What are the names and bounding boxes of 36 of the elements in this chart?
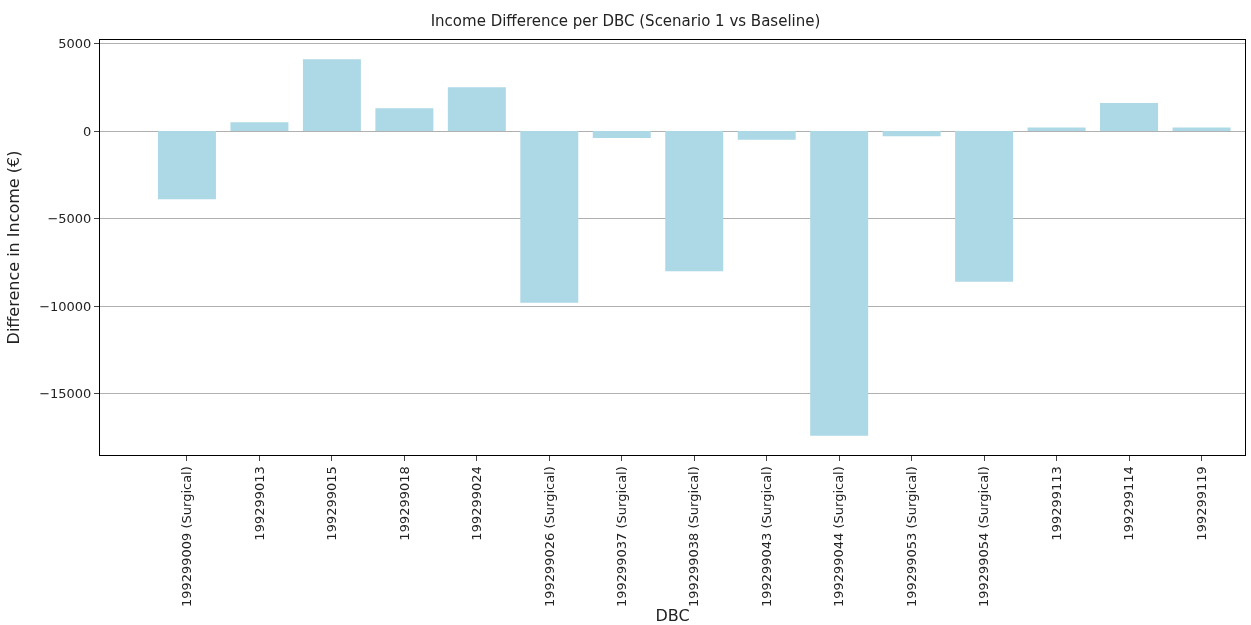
bar (810, 131, 869, 436)
x-tick-label: 199299015 (324, 466, 340, 541)
y-tick-label: −10000 (39, 298, 92, 314)
bar (737, 131, 796, 140)
bar (230, 122, 289, 132)
bar (665, 131, 724, 272)
y-tick-label: 5000 (58, 36, 92, 52)
x-tick-label: 199299018 (396, 466, 412, 541)
x-tick-label: 199299114 (1121, 466, 1137, 541)
x-tick-label: 199299037 (Surgical) (613, 466, 629, 608)
bar (520, 131, 579, 303)
x-axis-title: DBC (655, 606, 690, 625)
x-tick-label: 199299024 (469, 466, 485, 541)
x-tick-label: 199299119 (1193, 466, 1209, 541)
x-tick-label: 199299013 (251, 466, 267, 541)
bar (302, 59, 361, 132)
bar (375, 108, 434, 132)
bar (592, 131, 651, 139)
x-tick-label: 199299038 (Surgical) (686, 466, 702, 608)
y-tick-label: −15000 (39, 386, 92, 402)
x-tick-label: 199299044 (Surgical) (831, 466, 847, 608)
bar (1100, 103, 1159, 132)
bar (882, 131, 941, 137)
y-axis-title: Difference in Income (€) (4, 150, 24, 345)
bar (447, 87, 506, 132)
x-tick-label: 199299054 (Surgical) (976, 466, 992, 608)
bar (157, 131, 216, 200)
x-tick-label: 199299009 (Surgical) (179, 466, 195, 608)
bar (955, 131, 1014, 282)
y-tick-label: −5000 (47, 211, 92, 227)
x-tick-label: 199299053 (Surgical) (903, 466, 919, 608)
x-tick-label: 199299043 (Surgical) (758, 466, 774, 608)
x-tick-label: 199299026 (Surgical) (541, 466, 557, 608)
chart-title: Income Difference per DBC (Scenario 1 vs Baseline) (430, 12, 821, 31)
x-tick-label: 199299113 (1048, 466, 1064, 541)
y-tick-label: 0 (83, 123, 92, 139)
